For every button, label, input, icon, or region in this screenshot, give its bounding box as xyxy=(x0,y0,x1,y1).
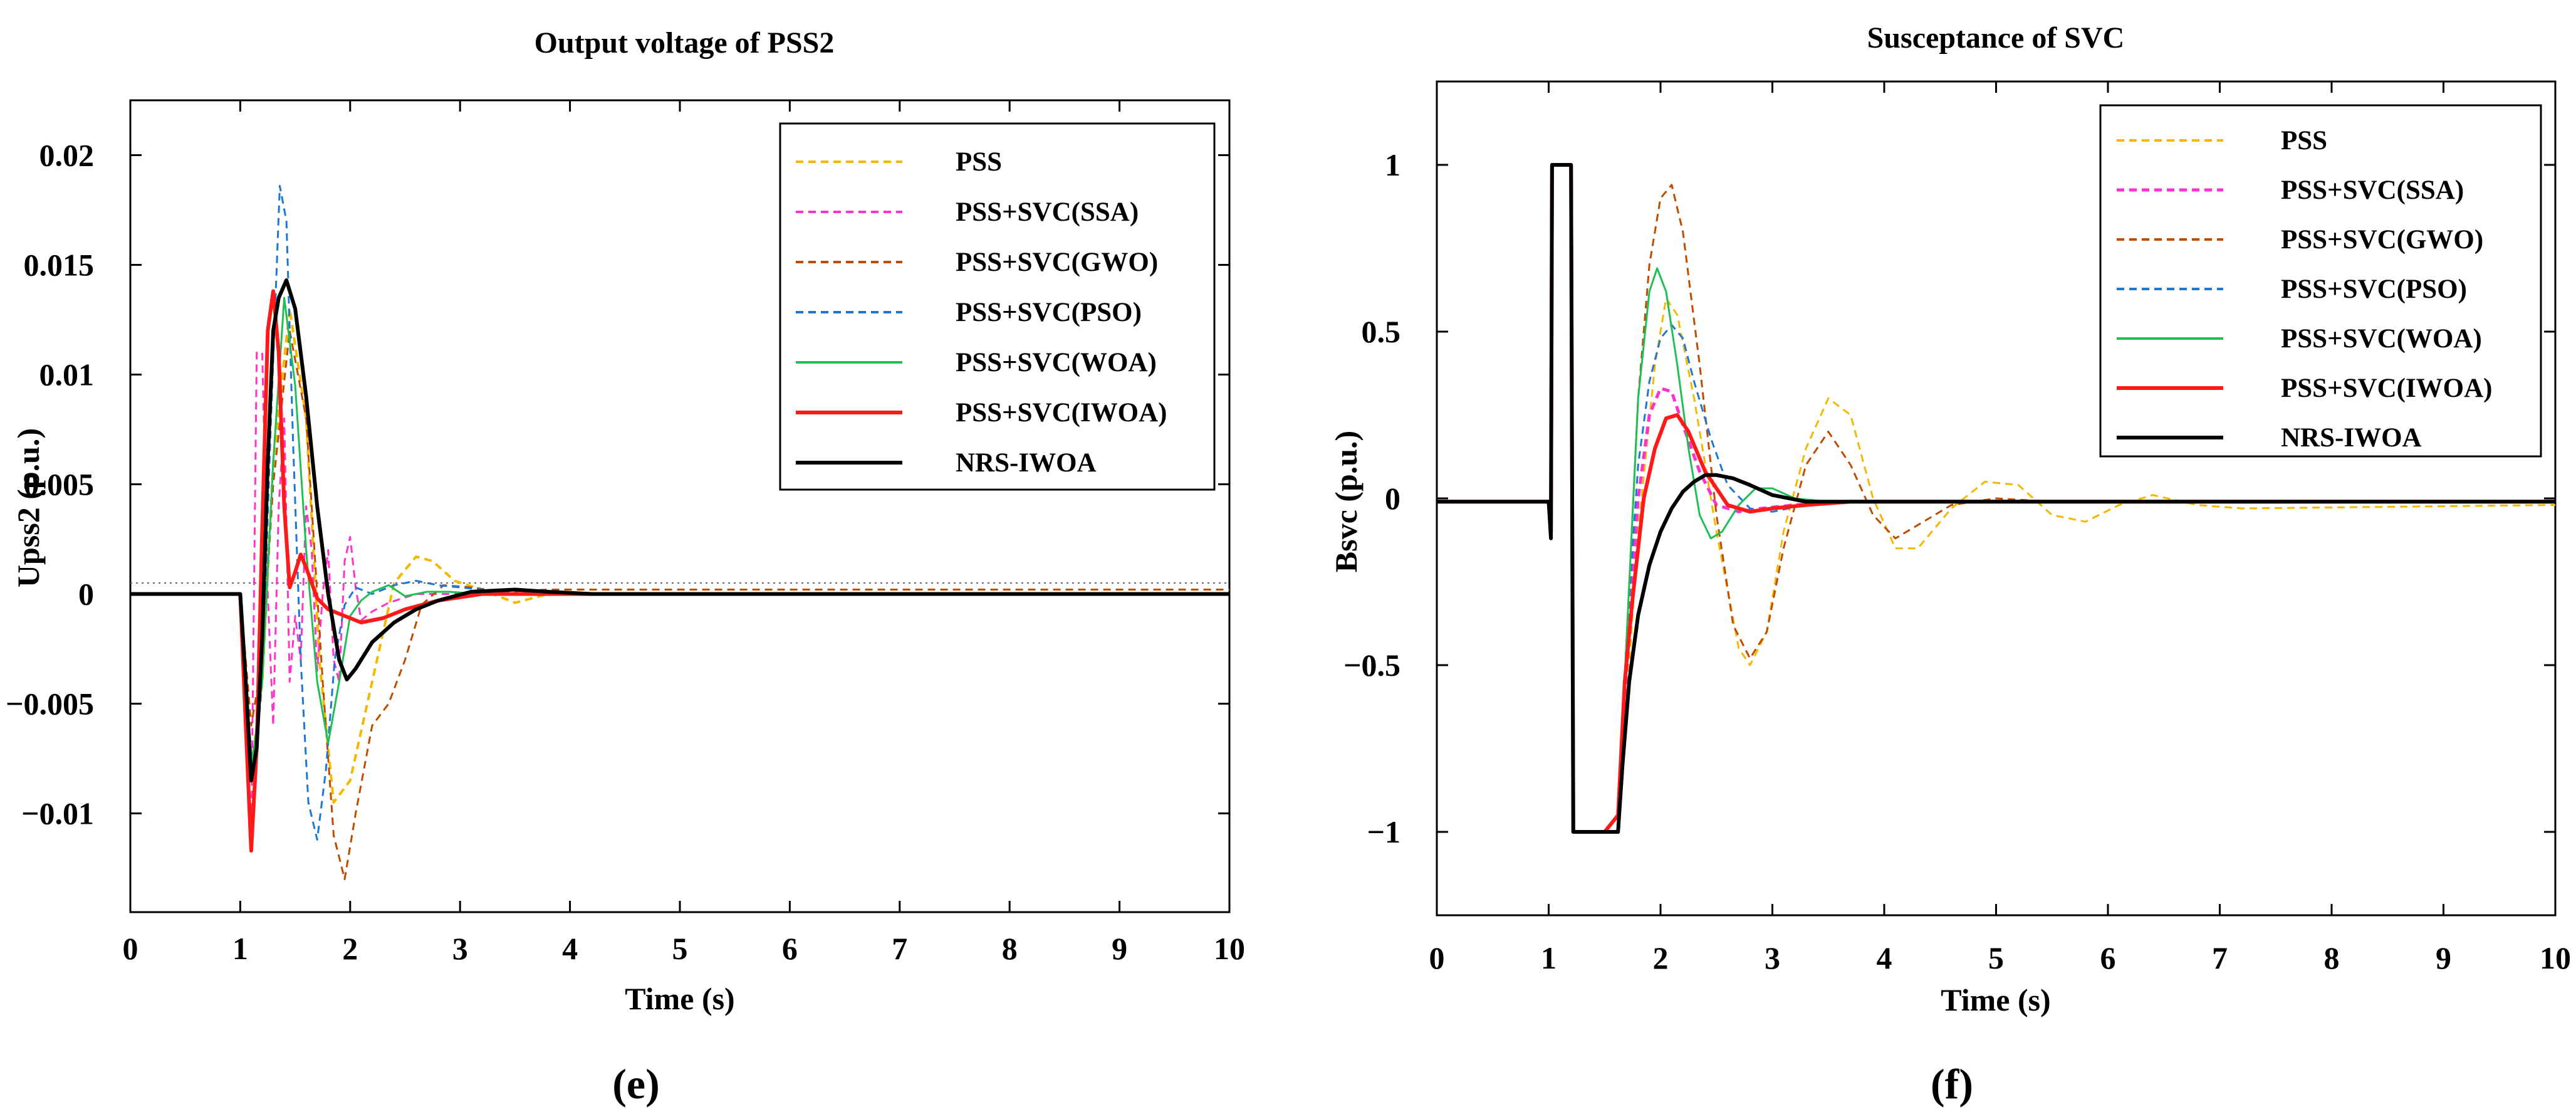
chart-e-ytick-label: 0 xyxy=(78,577,94,612)
chart-f-legend-label-gwo: PSS+SVC(GWO) xyxy=(2281,225,2483,255)
chart-f-legend-items: PSS PSS+SVC(SSA) PSS+SVC(GWO) PSS+SVC(PSO) P… xyxy=(2117,126,2493,453)
chart-e-xtick-label: 5 xyxy=(672,931,688,966)
chart-f-ytick-label: −0.5 xyxy=(1343,648,1400,683)
chart-f-series-nrs xyxy=(1437,163,2555,834)
chart-f-xtick-label: 1 xyxy=(1541,940,1557,975)
chart-e-xtick-label: 2 xyxy=(342,931,358,966)
chart-e-xtick-label: 6 xyxy=(782,931,798,966)
chart-e-x-axis: 0 1 2 3 4 5 6 7 8 9 10 xyxy=(123,100,1245,966)
chart-f-legend-label-woa: PSS+SVC(WOA) xyxy=(2281,324,2482,354)
chart-e-xtick-label: 7 xyxy=(892,931,907,966)
chart-e-panel-label: (e) xyxy=(612,1060,659,1108)
chart-f-xtick-label: 8 xyxy=(2324,940,2340,975)
chart-f-ytick-label: 0.5 xyxy=(1362,314,1401,349)
chart-e-legend-box xyxy=(779,122,1216,491)
chart-e-ytick-label: 0.02 xyxy=(39,138,95,173)
chart-e: Output voltage of PSS2 0 1 2 3 4 5 6 7 8 9 10 0.02… xyxy=(6,26,1245,1108)
chart-e-ytick-label: 0.015 xyxy=(24,248,95,283)
chart-f-x-axis: 0 1 2 3 4 5 6 7 8 9 10 xyxy=(1429,81,2571,975)
chart-e-series xyxy=(130,185,1229,880)
chart-f-ytick-label: −1 xyxy=(1367,814,1401,849)
chart-e-ytick-label: 0.005 xyxy=(24,467,95,502)
chart-e-xtick-label: 1 xyxy=(232,931,248,966)
chart-f-xtick-label: 7 xyxy=(2212,940,2228,975)
chart-f-xtick-label: 4 xyxy=(1877,940,1892,975)
chart-e-xtick-label: 8 xyxy=(1002,931,1018,966)
chart-f-series-group xyxy=(1437,163,2555,834)
chart-e-ytick-label: 0.01 xyxy=(39,357,95,392)
chart-e-series-nrs xyxy=(130,278,1229,782)
chart-e-xlabel: Time (s) xyxy=(625,981,734,1016)
chart-e-legend: PSS PSS+SVC(SSA) PSS+SVC(GWO) PSS+SVC(PSO) P… xyxy=(779,122,1216,491)
chart-f-legend-label-nrs: NRS-IWOA xyxy=(2281,423,2422,453)
chart-f-legend-label-pso: PSS+SVC(PSO) xyxy=(2281,275,2467,304)
chart-e-legend-label-pso: PSS+SVC(PSO) xyxy=(956,298,1142,327)
chart-f-ytick-label: 1 xyxy=(1385,147,1400,182)
chart-e-legend-label-iwoa: PSS+SVC(IWOA) xyxy=(956,398,1167,428)
chart-e-xtick-label: 0 xyxy=(123,931,138,966)
chart-f-title: Susceptance of SVC xyxy=(1867,21,2125,55)
chart-f-series-pss xyxy=(1437,164,2555,833)
chart-e-legend-label-ssa: PSS+SVC(SSA) xyxy=(956,197,1139,227)
chart-e-legend-label-gwo: PSS+SVC(GWO) xyxy=(956,248,1158,277)
chart-e-ylabel: Upss2 (p.u.) xyxy=(11,428,46,587)
chart-e-series-pso xyxy=(130,185,1229,841)
chart-e-xtick-label: 10 xyxy=(1214,931,1245,966)
chart-e-ytick-label: −0.01 xyxy=(21,796,94,831)
chart-e-xtick-label: 4 xyxy=(562,931,578,966)
chart-e-title: Output voltage of PSS2 xyxy=(534,26,835,60)
chart-f: Susceptance of SVC 0 1 2 3 4 5 6 7 8 9 10 1 0.5 0 −0.… xyxy=(1328,21,2571,1108)
chart-e-series-pss xyxy=(130,307,1229,804)
chart-f-xtick-label: 0 xyxy=(1429,940,1445,975)
chart-e-series-ssa xyxy=(130,352,1229,836)
chart-e-series-woa xyxy=(130,297,1229,770)
chart-e-legend-label-pss: PSS xyxy=(956,147,1002,177)
chart-e-legend-items: PSS PSS+SVC(SSA) PSS+SVC(GWO) PSS+SVC(PSO) P… xyxy=(796,147,1167,478)
chart-f-legend: PSS PSS+SVC(SSA) PSS+SVC(GWO) PSS+SVC(PSO) P… xyxy=(2099,104,2542,458)
chart-e-y-axis: 0.02 0.015 0.01 0.005 0 −0.005 −0.01 xyxy=(6,138,1229,831)
chart-f-series xyxy=(1437,163,2555,834)
chart-f-xlabel: Time (s) xyxy=(1941,982,2050,1017)
chart-e-series-iwoa xyxy=(130,289,1229,853)
chart-f-xtick-label: 3 xyxy=(1765,940,1780,975)
chart-f-xtick-label: 6 xyxy=(2100,940,2116,975)
chart-e-series-group xyxy=(130,185,1229,880)
chart-f-legend-box xyxy=(2099,104,2542,458)
chart-f-legend-label-iwoa: PSS+SVC(IWOA) xyxy=(2281,374,2493,403)
chart-e-legend-label-woa: PSS+SVC(WOA) xyxy=(956,348,1157,377)
chart-f-legend-label-pss: PSS xyxy=(2281,126,2327,155)
chart-e-xtick-label: 3 xyxy=(452,931,468,966)
chart-f-xtick-label: 5 xyxy=(1988,940,2004,975)
chart-e-ytick-label: −0.005 xyxy=(6,686,94,722)
chart-e-legend-label-nrs: NRS-IWOA xyxy=(956,448,1097,478)
chart-f-xtick-label: 9 xyxy=(2436,940,2451,975)
chart-f-panel-label: (f) xyxy=(1931,1060,1973,1108)
chart-f-xtick-label: 10 xyxy=(2540,940,2571,975)
chart-e-xtick-label: 9 xyxy=(1112,931,1127,966)
chart-f-legend-label-ssa: PSS+SVC(SSA) xyxy=(2281,176,2464,205)
chart-f-ylabel: Bsvc (p.u.) xyxy=(1328,431,1364,572)
chart-f-y-axis: 1 0.5 0 −0.5 −1 xyxy=(1343,147,2555,849)
chart-f-ytick-label: 0 xyxy=(1385,481,1400,516)
chart-f-xtick-label: 2 xyxy=(1653,940,1669,975)
